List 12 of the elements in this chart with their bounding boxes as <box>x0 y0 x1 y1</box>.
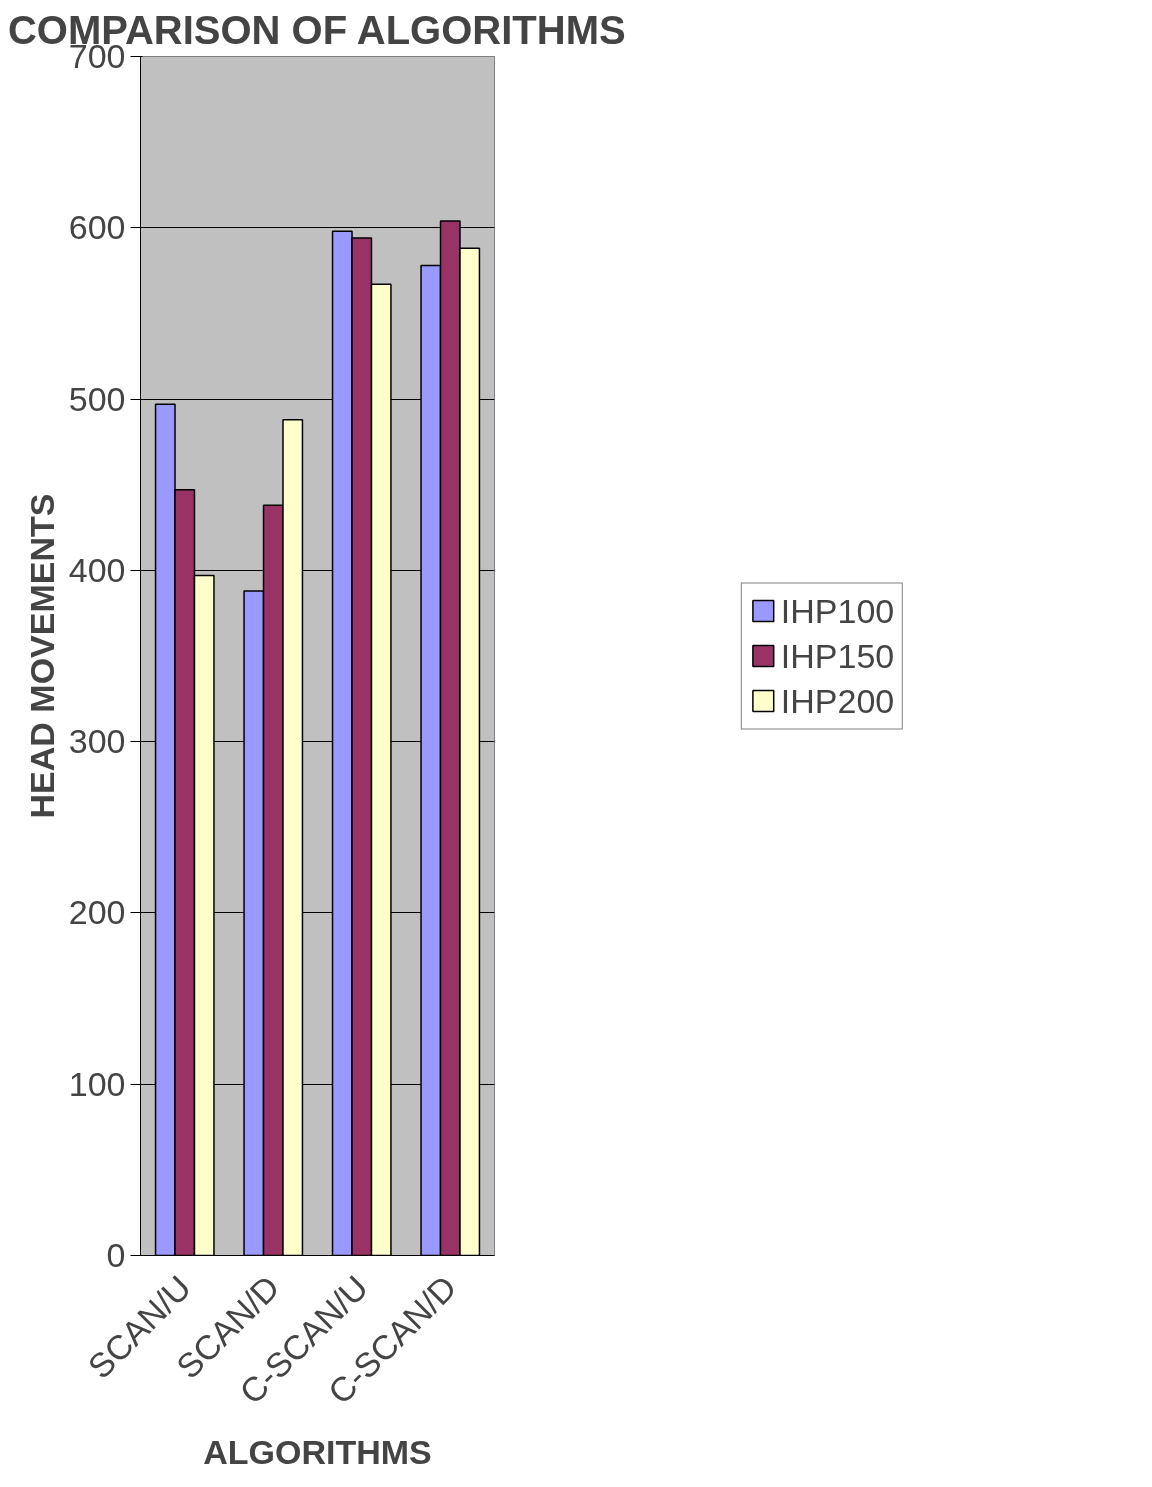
y-tick-label: 500 <box>68 379 126 418</box>
x-axis-title: ALGORITHMS <box>203 1432 432 1471</box>
y-tick-label: 300 <box>68 722 126 761</box>
y-tick-label: 400 <box>68 550 126 589</box>
y-tick-label: 200 <box>68 893 126 932</box>
legend-label: IHP200 <box>780 681 895 720</box>
y-tick-label: 0 <box>106 1236 126 1274</box>
y-tick-label: 600 <box>68 208 126 247</box>
legend-label: IHP150 <box>780 636 895 675</box>
y-tick-label: 100 <box>68 1064 126 1103</box>
y-axis-title: HEAD MOVEMENTS <box>22 493 61 819</box>
legend-label: IHP100 <box>780 591 895 630</box>
